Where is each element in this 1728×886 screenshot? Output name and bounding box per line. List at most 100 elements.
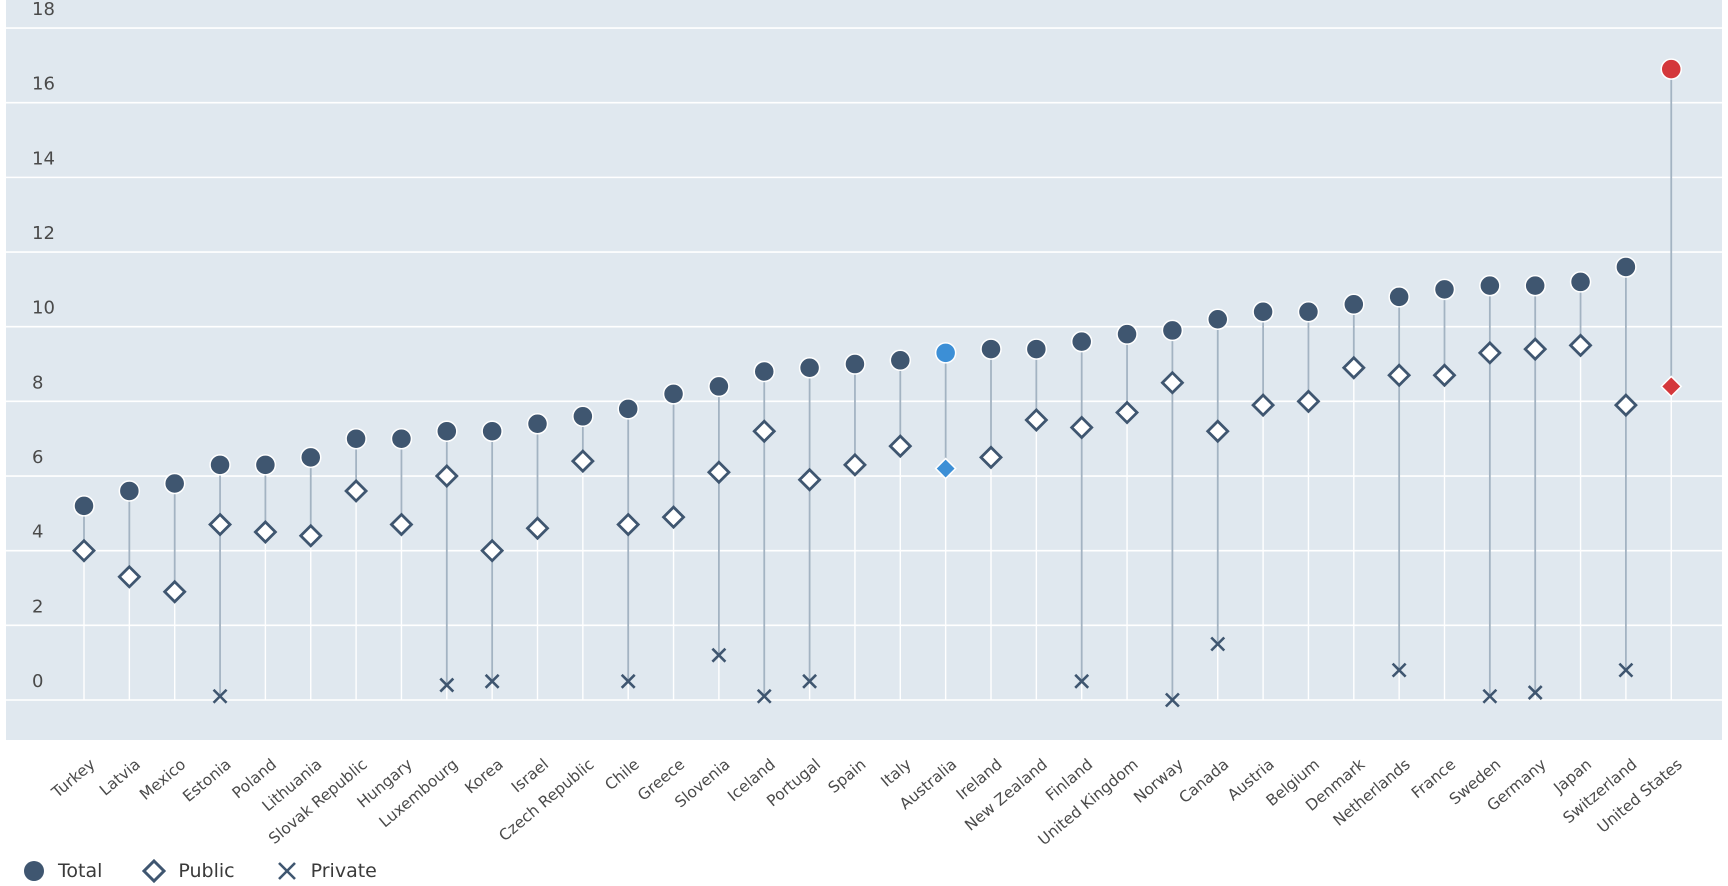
- public-marker-netherlands: [1387, 363, 1412, 388]
- total-marker-norway: [1161, 319, 1184, 342]
- legend-item-public: Public: [142, 859, 235, 883]
- x-tick-label-estonia: Estonia: [179, 755, 234, 805]
- y-tick-label-6: 6: [32, 447, 43, 468]
- total-marker-slovak-republic: [345, 427, 367, 450]
- total-marker-czech-republic: [572, 405, 594, 428]
- total-marker-latvia: [118, 480, 141, 502]
- total-marker-greece: [662, 383, 685, 405]
- x-tick-label-canada: Canada: [1176, 755, 1233, 807]
- total-marker-denmark: [1343, 293, 1365, 316]
- total-marker-germany: [1524, 274, 1546, 297]
- legend-label-private: Private: [310, 860, 377, 882]
- y-tick-label-16: 16: [32, 74, 55, 95]
- private-marker-germany: [1527, 685, 1543, 700]
- total-marker-slovenia: [708, 375, 730, 398]
- public-marker-hungary: [389, 512, 414, 537]
- public-marker-israel: [525, 516, 550, 541]
- private-marker-estonia: [212, 688, 228, 704]
- total-marker-canada: [1207, 308, 1229, 330]
- total-marker-korea: [481, 420, 503, 442]
- public-marker-norway: [1160, 370, 1185, 395]
- legend-label-total: Total: [58, 860, 103, 882]
- private-marker-chile: [620, 673, 636, 689]
- total-marker-finland: [1070, 330, 1093, 353]
- private-marker-luxembourg: [439, 677, 455, 693]
- total-marker-netherlands: [1388, 286, 1410, 308]
- private-marker-korea: [484, 673, 500, 689]
- public-marker-luxembourg: [434, 464, 459, 488]
- x-tick-label-turkey: Turkey: [48, 755, 99, 802]
- private-marker-finland: [1074, 673, 1090, 689]
- y-tick-label-12: 12: [32, 223, 55, 244]
- public-marker-turkey: [72, 538, 96, 563]
- total-marker-australia: [934, 342, 957, 364]
- public-marker-slovenia: [706, 460, 731, 485]
- x-tick-label-luxembourg: Luxembourg: [376, 755, 462, 831]
- public-marker-canada: [1205, 419, 1230, 444]
- x-tick-label-korea: Korea: [461, 755, 506, 797]
- circle-icon: [24, 861, 44, 881]
- private-marker-iceland: [756, 688, 772, 704]
- public-marker-united-kingdom: [1115, 400, 1140, 425]
- total-marker-switzerland: [1615, 256, 1637, 278]
- total-marker-new-zealand: [1025, 338, 1048, 360]
- public-marker-slovak-republic: [344, 478, 369, 503]
- total-marker-mexico: [163, 472, 186, 495]
- public-marker-korea: [480, 538, 505, 563]
- y-tick-label-10: 10: [32, 298, 55, 319]
- y-tick-label-8: 8: [32, 372, 43, 393]
- public-marker-mexico: [162, 579, 187, 604]
- x-tick-label-mexico: Mexico: [136, 755, 189, 804]
- public-marker-latvia: [117, 564, 142, 589]
- public-marker-australia: [934, 457, 957, 480]
- public-marker-iceland: [752, 419, 777, 444]
- y-tick-label-0: 0: [32, 671, 43, 692]
- total-marker-iceland: [753, 360, 775, 383]
- public-marker-finland: [1069, 415, 1094, 440]
- total-marker-sweden: [1479, 274, 1501, 297]
- x-tick-label-italy: Italy: [878, 755, 915, 790]
- public-marker-greece: [661, 505, 686, 530]
- diamond-outline-icon: [142, 859, 167, 883]
- cross-icon: [277, 862, 296, 880]
- total-marker-united-states: [1660, 58, 1682, 80]
- public-marker-switzerland: [1613, 393, 1638, 418]
- private-marker-sweden: [1482, 688, 1498, 704]
- y-tick-label-14: 14: [32, 148, 55, 169]
- total-marker-italy: [889, 349, 912, 372]
- public-marker-sweden: [1477, 340, 1502, 365]
- total-marker-belgium: [1297, 301, 1320, 323]
- total-marker-hungary: [390, 427, 413, 450]
- private-marker-norway: [1164, 692, 1180, 708]
- public-marker-austria: [1251, 393, 1276, 418]
- total-marker-japan: [1569, 271, 1592, 293]
- legend-item-total: Total: [22, 859, 102, 883]
- total-marker-ireland: [980, 338, 1002, 360]
- total-marker-poland: [254, 454, 277, 476]
- y-tick-label-2: 2: [32, 596, 43, 617]
- total-marker-estonia: [209, 454, 231, 476]
- private-marker-canada: [1210, 636, 1226, 652]
- public-marker-portugal: [797, 467, 822, 492]
- legend-label-public: Public: [178, 860, 235, 882]
- plot-background: [6, 0, 1722, 740]
- total-marker-united-kingdom: [1116, 323, 1138, 345]
- public-marker-spain: [842, 452, 867, 477]
- public-marker-denmark: [1341, 355, 1366, 380]
- total-marker-austria: [1252, 301, 1274, 323]
- x-tick-label-spain: Spain: [825, 755, 870, 797]
- private-marker-portugal: [802, 673, 818, 689]
- public-marker-germany: [1523, 337, 1548, 362]
- total-marker-spain: [844, 353, 866, 375]
- dot-plot-chart: 0 2 4 6 8 10 12 14 16 18 TurkeyLatviaMexicoEstonia…: [6, 0, 1722, 849]
- total-marker-luxembourg: [436, 420, 458, 442]
- public-marker-italy: [888, 434, 913, 459]
- public-marker-united-states: [1660, 375, 1683, 398]
- public-marker-lithuania: [298, 523, 323, 548]
- total-marker-chile: [617, 398, 639, 420]
- private-marker-netherlands: [1391, 662, 1407, 678]
- y-tick-label-4: 4: [32, 522, 43, 543]
- total-marker-lithuania: [300, 446, 322, 469]
- private-marker-slovenia: [711, 647, 727, 663]
- public-marker-ireland: [979, 445, 1003, 470]
